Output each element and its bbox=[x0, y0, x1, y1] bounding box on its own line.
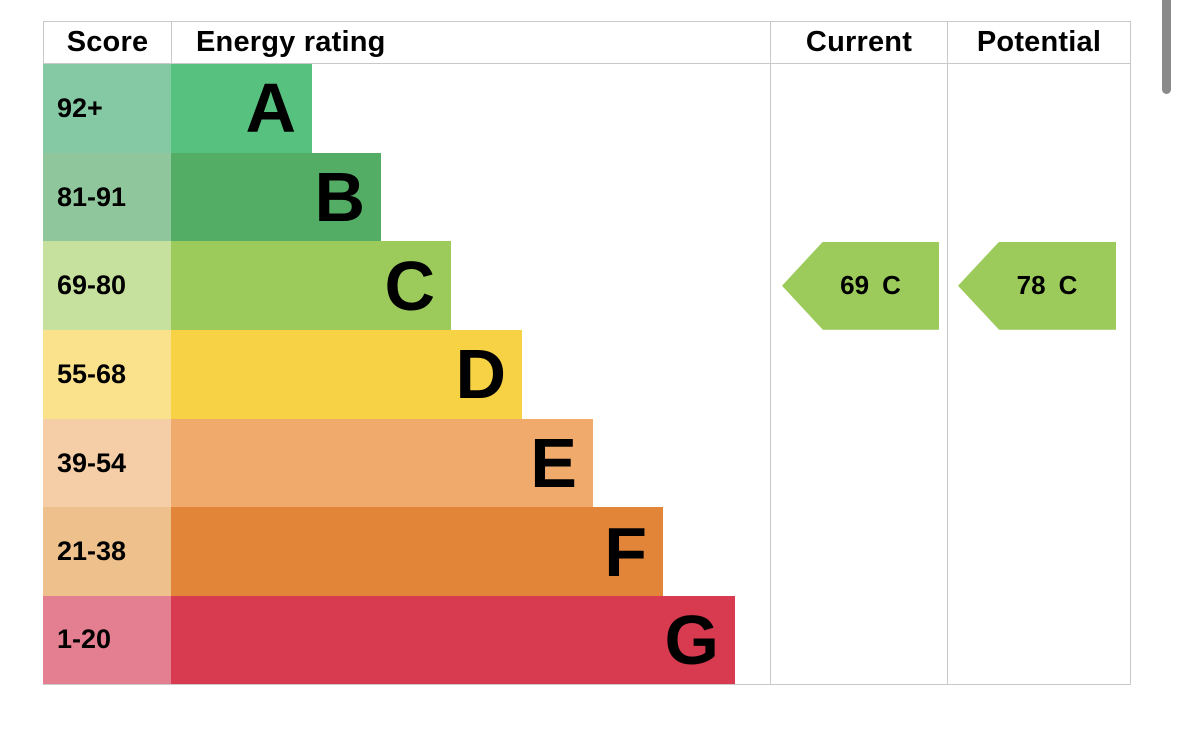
current-column-cell bbox=[770, 418, 947, 508]
current-column-cell bbox=[770, 330, 947, 419]
rating-letter-c: C bbox=[384, 246, 435, 325]
potential-column-cell: 78 C bbox=[947, 241, 1131, 331]
header-score: Score bbox=[43, 21, 171, 64]
rating-bar-f: F bbox=[171, 507, 663, 597]
potential-rating-value: 78 bbox=[1016, 270, 1046, 301]
current-column-cell: 69 C bbox=[770, 241, 947, 331]
scrollbar-thumb[interactable] bbox=[1162, 0, 1171, 94]
current-rating-band: C bbox=[882, 270, 901, 301]
potential-column-cell bbox=[947, 330, 1131, 419]
score-range-g: 1-20 bbox=[43, 596, 171, 685]
score-range-a: 92+ bbox=[43, 64, 171, 153]
current-column-cell bbox=[770, 507, 947, 597]
header-current: Current bbox=[770, 21, 947, 64]
current-column-cell bbox=[770, 64, 947, 153]
current-rating-value: 69 bbox=[840, 270, 870, 301]
rating-letter-f: F bbox=[604, 512, 647, 591]
potential-rating-arrow: 78 C bbox=[958, 241, 1116, 330]
rating-bar-g: G bbox=[171, 596, 735, 684]
rating-letter-e: E bbox=[530, 424, 577, 503]
header-energy-rating: Energy rating bbox=[171, 21, 770, 64]
rating-row-c: C bbox=[171, 241, 770, 331]
current-rating-arrow: 69 C bbox=[782, 241, 939, 330]
score-range-b: 81-91 bbox=[43, 152, 171, 242]
rating-row-b: B bbox=[171, 152, 770, 242]
current-column-cell bbox=[770, 596, 947, 685]
rating-bar-b: B bbox=[171, 152, 381, 242]
score-range-f: 21-38 bbox=[43, 507, 171, 597]
potential-column-cell bbox=[947, 64, 1131, 153]
potential-column-cell bbox=[947, 507, 1131, 597]
rating-letter-b: B bbox=[314, 158, 365, 237]
rating-row-a: A bbox=[171, 64, 770, 153]
rating-letter-d: D bbox=[455, 335, 506, 414]
current-column-cell bbox=[770, 152, 947, 242]
potential-column-cell bbox=[947, 152, 1131, 242]
rating-bar-d: D bbox=[171, 330, 522, 419]
potential-column-cell bbox=[947, 596, 1131, 685]
rating-row-g: G bbox=[171, 596, 770, 685]
rating-letter-g: G bbox=[664, 600, 719, 679]
score-range-e: 39-54 bbox=[43, 418, 171, 508]
epc-rating-table: Score Energy rating Current Potential 92… bbox=[43, 21, 1131, 685]
rating-row-e: E bbox=[171, 418, 770, 508]
rating-bar-c: C bbox=[171, 241, 451, 331]
rating-bar-a: A bbox=[171, 64, 312, 153]
score-range-d: 55-68 bbox=[43, 330, 171, 419]
rating-row-d: D bbox=[171, 330, 770, 419]
rating-row-f: F bbox=[171, 507, 770, 597]
score-range-c: 69-80 bbox=[43, 241, 171, 331]
potential-rating-band: C bbox=[1058, 270, 1078, 301]
rating-letter-a: A bbox=[245, 69, 296, 148]
header-potential: Potential bbox=[947, 21, 1131, 64]
rating-bar-e: E bbox=[171, 418, 593, 508]
potential-column-cell bbox=[947, 418, 1131, 508]
